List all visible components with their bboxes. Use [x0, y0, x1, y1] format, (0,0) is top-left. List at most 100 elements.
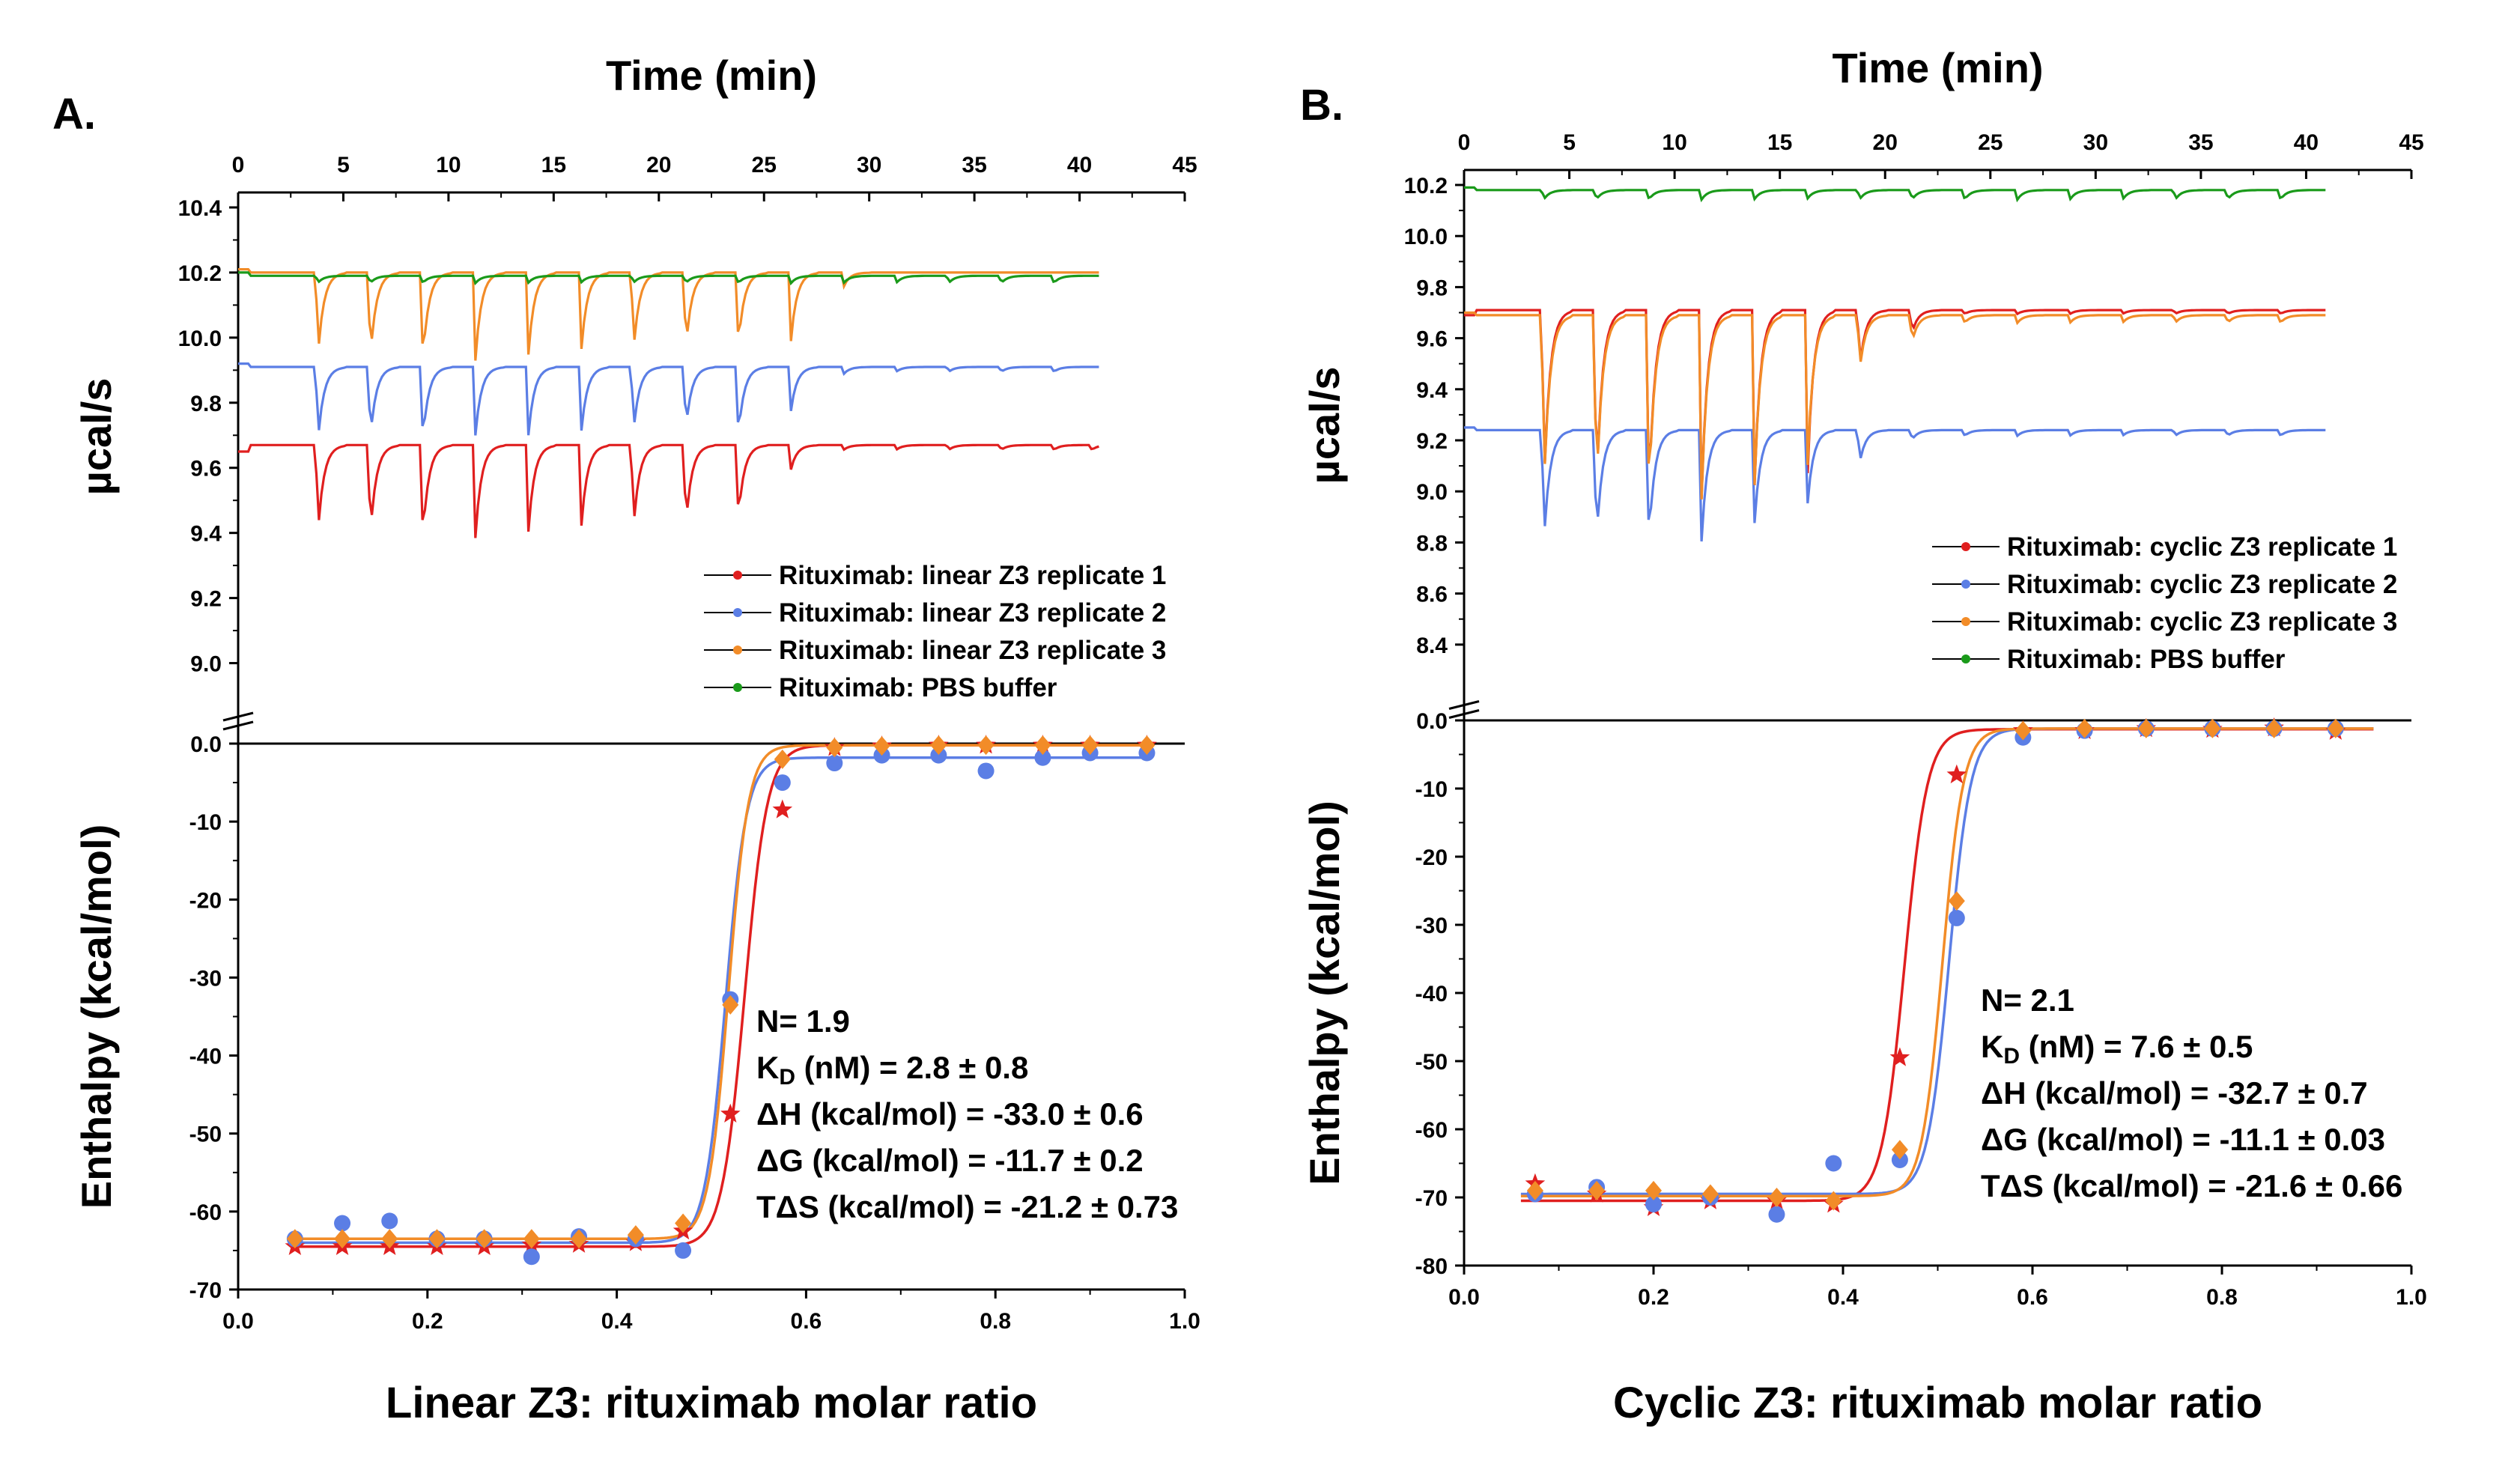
axis-break-mark — [222, 711, 254, 722]
data-point-diamond — [1825, 1191, 1842, 1211]
power-tick-label: 9.2 — [190, 587, 222, 612]
data-point-diamond — [2076, 718, 2093, 738]
enthalpy-tick-label: 0.0 — [1416, 709, 1448, 734]
data-point-diamond — [1034, 735, 1051, 756]
power-tick-label: 9.6 — [1416, 327, 1448, 352]
data-point-circle — [334, 1215, 351, 1232]
data-point-diamond — [722, 994, 739, 1015]
panel-label: A. — [52, 90, 96, 139]
data-point-diamond — [873, 736, 890, 756]
data-point-diamond — [1891, 1140, 1908, 1160]
data-point-circle — [675, 1242, 692, 1259]
data-point-star — [1889, 1047, 1910, 1066]
power-tick-label: 10.0 — [178, 326, 222, 351]
time-tick-label: 25 — [1978, 130, 2003, 155]
legend-marker — [1961, 617, 1970, 626]
data-point-diamond — [1645, 1180, 1662, 1200]
ratio-tick-label: 0.8 — [2206, 1285, 2238, 1310]
enthalpy-tick-label: -30 — [189, 966, 222, 991]
annotation-line: KD (nM) = 7.6 ± 0.5 — [1981, 1029, 2253, 1069]
legend-marker — [733, 571, 742, 580]
time-tick-label: 30 — [857, 153, 881, 177]
data-point-diamond — [523, 1229, 540, 1249]
enthalpy-tick-label: -70 — [189, 1278, 222, 1303]
annotation-line: TΔS (kcal/mol) = -21.2 ± 0.73 — [756, 1189, 1178, 1224]
legend-label-1: Rituximab: cyclic Z3 replicate 1 — [2007, 532, 2397, 562]
power-tick-label: 9.6 — [190, 457, 222, 482]
data-point-diamond — [2015, 720, 2032, 741]
data-point-diamond — [1588, 1180, 1606, 1200]
power-tick-label: 9.0 — [190, 652, 222, 677]
data-point-circle — [977, 762, 995, 780]
time-tick-label: 20 — [646, 153, 671, 177]
time-tick-label: 35 — [2188, 130, 2213, 155]
ratio-tick-label: 0.0 — [1448, 1285, 1480, 1310]
data-point-diamond — [1701, 1184, 1719, 1204]
ratio-tick-label: 1.0 — [1169, 1309, 1200, 1334]
ratio-tick-label: 0.8 — [980, 1309, 1011, 1334]
data-point-star — [720, 1103, 741, 1123]
annotation-line: N= 2.1 — [1981, 982, 2074, 1018]
legend-label-2: Rituximab: cyclic Z3 replicate 2 — [2007, 570, 2397, 599]
enthalpy-tick-label: -20 — [189, 888, 222, 913]
enthalpy-tick-label: -40 — [189, 1045, 222, 1069]
enthalpy-tick-label: 0.0 — [190, 732, 222, 757]
time-tick-label: 0 — [232, 153, 245, 177]
data-point-circle — [1768, 1206, 1785, 1223]
data-point-diamond — [1081, 735, 1099, 756]
data-point-diamond — [1948, 891, 1965, 911]
data-point-circle — [826, 755, 843, 772]
legend-label-3: Rituximab: linear Z3 replicate 3 — [779, 636, 1166, 665]
data-point-diamond — [1526, 1180, 1543, 1200]
data-point-circle — [1645, 1196, 1662, 1213]
time-tick-label: 0 — [1458, 130, 1471, 155]
enthalpy-tick-label: -60 — [1415, 1118, 1448, 1143]
time-tick-label: 35 — [962, 153, 986, 177]
time-tick-label: 10 — [436, 153, 461, 177]
legend-marker — [733, 608, 742, 617]
legend-label-3: Rituximab: cyclic Z3 replicate 3 — [2007, 607, 2397, 637]
kd-symbol: K — [1981, 1029, 2003, 1064]
time-tick-label: 20 — [1873, 130, 1898, 155]
thermogram-trace-3 — [238, 268, 1099, 361]
data-point-diamond — [286, 1229, 303, 1249]
data-point-diamond — [2137, 718, 2155, 738]
power-tick-label: 9.0 — [1416, 480, 1448, 505]
ratio-axis-label: Cyclic Z3: rituximab molar ratio — [1613, 1379, 2262, 1427]
legend-marker — [733, 683, 742, 692]
annotation-line: ΔG (kcal/mol) = -11.7 ± 0.2 — [756, 1143, 1144, 1178]
power-tick-label: 9.4 — [1416, 378, 1448, 403]
power-tick-label: 10.0 — [1404, 225, 1448, 249]
data-point-circle — [381, 1212, 398, 1230]
time-axis-label: Time (min) — [606, 52, 817, 99]
thermogram-trace-3 — [1464, 311, 2326, 499]
enthalpy-tick-label: -70 — [1415, 1186, 1448, 1211]
data-point-circle — [523, 1248, 540, 1266]
power-tick-label: 9.8 — [190, 392, 222, 416]
legend-label-4: Rituximab: PBS buffer — [779, 673, 1057, 702]
data-point-star — [1946, 764, 1967, 784]
data-point-diamond — [1138, 735, 1156, 756]
data-point-diamond — [826, 738, 843, 758]
kd-subscript: D — [779, 1065, 795, 1090]
time-tick-label: 40 — [1067, 153, 1092, 177]
enthalpy-tick-label: -80 — [1415, 1254, 1448, 1279]
time-axis-label: Time (min) — [1832, 44, 2043, 91]
power-tick-label: 8.4 — [1416, 634, 1448, 658]
data-point-diamond — [675, 1213, 692, 1233]
annotation-line: N= 1.9 — [756, 1003, 850, 1039]
power-tick-label: 9.4 — [190, 522, 222, 547]
data-point-diamond — [2327, 718, 2344, 738]
time-tick-label: 5 — [1563, 130, 1576, 155]
ratio-tick-label: 0.2 — [1638, 1285, 1669, 1310]
data-point-diamond — [476, 1229, 493, 1249]
thermogram-trace-4 — [238, 271, 1099, 286]
enthalpy-tick-label: -40 — [1415, 982, 1448, 1006]
enthalpy-axis-label: Enthalpy (kcal/mol) — [1301, 801, 1348, 1185]
power-tick-label: 10.2 — [1404, 174, 1448, 198]
power-tick-label: 9.2 — [1416, 429, 1448, 454]
legend-marker — [1961, 580, 1970, 589]
panel-label: B. — [1300, 81, 1344, 130]
data-point-diamond — [627, 1225, 644, 1245]
data-point-diamond — [774, 749, 791, 769]
